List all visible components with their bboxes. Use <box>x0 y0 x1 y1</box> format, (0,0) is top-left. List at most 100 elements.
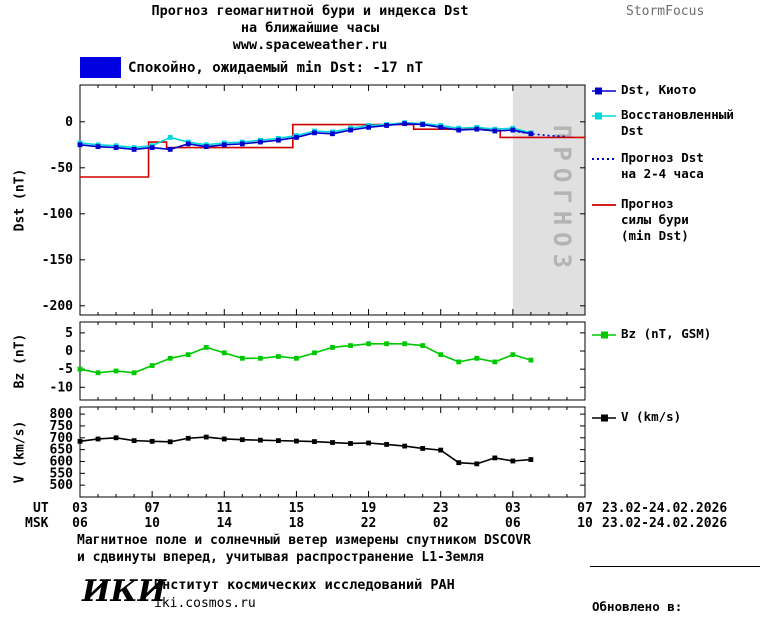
legend-storm-line3: (min Dst) <box>621 228 689 243</box>
data-marker <box>221 142 227 148</box>
y-tick-label: 700 <box>50 431 74 446</box>
data-marker <box>330 344 335 350</box>
legend-storm-line2: силы бури <box>621 212 689 227</box>
y-tick-label: 5 <box>65 326 73 341</box>
legend-storm-forecast: Прогноз силы бури (min Dst) <box>592 196 689 244</box>
data-marker <box>203 344 209 350</box>
data-marker <box>113 145 119 150</box>
data-marker <box>167 147 173 152</box>
y-tick-label: -5 <box>57 362 73 377</box>
data-marker <box>203 144 209 150</box>
data-marker <box>95 436 101 442</box>
x-tick-ut: 11 <box>216 501 232 516</box>
data-marker <box>420 122 426 127</box>
data-marker <box>330 131 335 137</box>
bz-marker-icon <box>592 331 616 339</box>
page-title-line2: на ближайшие часы <box>240 20 380 36</box>
footnote-line2: и сдвинуты вперед, учитывая распростране… <box>77 550 484 565</box>
legend-v: V (km/s) <box>592 409 681 425</box>
x-tick-msk: 10 <box>144 516 160 531</box>
x-tick-msk: 06 <box>72 516 88 531</box>
storm-status-text: Спокойно, ожидаемый min Dst: -17 nT <box>128 60 424 76</box>
data-marker <box>402 341 408 347</box>
data-marker <box>366 124 371 130</box>
data-marker <box>528 131 534 137</box>
y-tick-label: 550 <box>50 466 74 481</box>
y-tick-label: 0 <box>65 344 73 359</box>
x-tick-ut: 07 <box>144 501 160 516</box>
x-tick-ut: 03 <box>505 501 521 516</box>
msk-row-label: MSK <box>25 516 49 531</box>
y-tick-label: 600 <box>50 454 74 469</box>
data-marker <box>275 354 281 359</box>
data-marker <box>185 435 191 441</box>
data-marker <box>275 137 281 143</box>
legend-dst-kyoto-label: Dst, Киото <box>621 82 697 97</box>
series-blue <box>79 122 532 151</box>
data-marker <box>438 352 444 358</box>
y-tick-label: -150 <box>42 253 73 268</box>
y-tick-label: 750 <box>50 419 74 434</box>
data-marker <box>167 439 173 445</box>
data-marker <box>312 439 317 444</box>
data-marker <box>384 123 390 128</box>
data-marker <box>131 370 137 376</box>
plot-frame <box>79 84 586 316</box>
ut-row-label: UT <box>33 501 49 516</box>
y-tick-label: -200 <box>42 299 73 314</box>
y-tick-label: 500 <box>50 478 74 493</box>
data-marker <box>275 438 281 444</box>
data-marker <box>528 357 534 363</box>
data-marker <box>185 352 191 358</box>
x-tick-msk: 18 <box>289 516 305 531</box>
data-marker <box>113 435 119 441</box>
plot-frame <box>79 406 586 498</box>
series-blue <box>512 130 568 138</box>
website-label: www.spaceweather.ru <box>232 37 388 53</box>
data-marker <box>474 355 480 361</box>
dst-kyoto-marker-icon <box>592 87 616 95</box>
page-title-line1: Прогноз геомагнитной бури и индекса Dst <box>151 3 469 19</box>
data-marker <box>366 341 371 347</box>
institute-site: iki.cosmos.ru <box>154 596 256 611</box>
data-marker <box>402 443 408 449</box>
ut-date-range: 23.02-24.02.2026 <box>602 501 728 516</box>
storm-level-swatch <box>80 57 121 78</box>
legend-dst-forecast: Прогноз Dst на 2-4 часа <box>592 150 704 182</box>
series-cyan <box>79 121 532 149</box>
data-marker <box>330 440 335 445</box>
data-marker <box>492 359 498 365</box>
iki-logo: ИКИ <box>82 574 166 609</box>
data-marker <box>438 447 444 453</box>
forecast-region <box>512 85 585 315</box>
data-marker <box>239 437 245 443</box>
data-marker <box>77 438 83 444</box>
data-marker <box>456 127 462 133</box>
data-marker <box>185 141 191 147</box>
data-marker <box>348 343 353 348</box>
x-tick-ut: 03 <box>72 501 88 516</box>
data-marker <box>294 135 299 140</box>
plot-frame <box>79 321 586 401</box>
data-marker <box>438 124 444 130</box>
data-marker <box>510 352 516 358</box>
data-marker <box>203 434 209 440</box>
x-tick-msk: 10 <box>577 516 593 531</box>
updated-label: Обновлено в: <box>592 599 683 614</box>
legend-bz-label: Bz (nT, GSM) <box>621 326 712 341</box>
data-marker <box>257 437 263 443</box>
legend-storm-line1: Прогноз <box>621 196 674 211</box>
series-black <box>79 436 531 465</box>
msk-date-range: 23.02-24.02.2026 <box>602 516 728 531</box>
x-tick-msk: 14 <box>216 516 232 531</box>
dst-axis-title: Dst (nT) <box>12 168 28 232</box>
data-marker <box>77 142 83 148</box>
data-marker <box>167 135 173 140</box>
data-marker <box>510 458 516 464</box>
y-tick-label: -10 <box>50 380 74 395</box>
footnote-line1: Магнитное поле и солнечный ветер измерен… <box>77 533 531 548</box>
x-tick-ut: 19 <box>361 501 377 516</box>
y-tick-label: -50 <box>50 161 74 176</box>
